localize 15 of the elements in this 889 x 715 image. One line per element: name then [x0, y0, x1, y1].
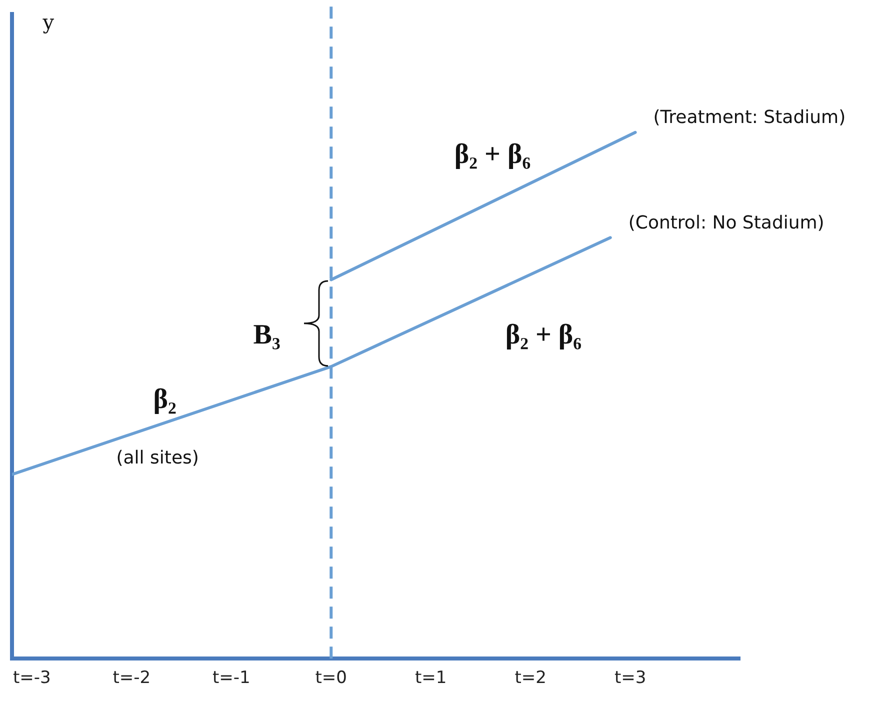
annotation: β₂ + β₆ — [505, 320, 582, 351]
annotation: β₂ — [153, 384, 176, 415]
x-tick-label: t=-3 — [13, 668, 51, 688]
annotation: (all sites) — [116, 447, 199, 468]
x-tick-label: t=-1 — [212, 668, 250, 688]
text: y — [42, 10, 55, 34]
series-label: (Treatment: Stadium) — [653, 107, 846, 128]
x-tick-label: t=-2 — [112, 668, 151, 688]
x-tick-label: t=2 — [514, 668, 546, 688]
x-tick-label: t=0 — [315, 668, 347, 688]
annotation: B₃ — [253, 320, 280, 351]
series-label: (Control: No Stadium) — [628, 212, 824, 234]
x-tick-label: t=3 — [614, 668, 646, 688]
x-tick-label: t=1 — [414, 668, 447, 688]
annotation: β₂ + β₆ — [454, 139, 531, 170]
